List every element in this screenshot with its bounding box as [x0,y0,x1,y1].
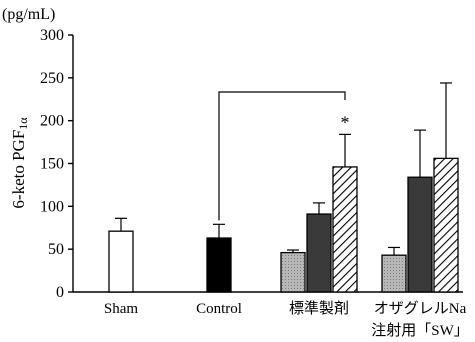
y-tick-label: 50 [48,241,64,258]
bar-3-1 [407,176,433,293]
y-tick-label: 300 [40,27,64,44]
category-label-3-line2: 注射用「SW」 [371,322,469,339]
category-label-3: オザグレルNa [374,300,467,317]
y-axis-title: 6-keto PGF1α [9,117,30,209]
significance-annotation: * [218,91,350,221]
y-tick-label: 150 [40,156,64,173]
y-axis-title-sub: 1α [16,117,30,130]
bar-0-0 [108,230,134,293]
significance-star: * [341,112,350,132]
significance-bracket [218,91,346,221]
y-tick-label: 200 [40,113,64,130]
bar-3-0 [381,254,407,293]
y-tick-label: 250 [40,70,64,87]
y-axis-title-main: 6-keto PGF [9,130,28,209]
category-label-2: 標準製剤 [289,300,349,317]
y-tick-label: 0 [56,284,64,301]
y-axis: 0 50 100 150 200 250 300 [40,27,463,301]
bar-2-2 [332,166,358,293]
x-axis-labels: Sham Control 標準製剤 オザグレルNa 注射用「SW」 [104,300,469,339]
bars [108,82,459,293]
bar-2-0 [280,251,306,293]
unit-label: (pg/mL) [2,6,55,23]
bar-1-0 [206,237,232,293]
bar-2-1 [306,213,332,293]
category-label-0: Sham [104,301,139,317]
y-tick-label: 100 [40,198,64,215]
category-label-1: Control [196,301,242,317]
bar-3-2 [433,157,459,293]
